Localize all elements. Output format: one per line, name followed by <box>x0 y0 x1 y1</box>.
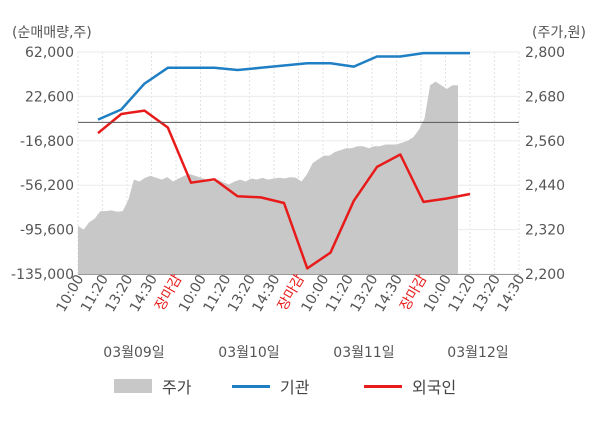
legend-swatch-institution <box>232 384 270 388</box>
left-axis-unit: (순매매량,주) <box>12 25 92 41</box>
y-tick-left: 62,000 <box>25 45 74 61</box>
y-tick-left: -56,200 <box>20 178 74 194</box>
institution-line <box>97 51 470 121</box>
y-tick-right: 2,560 <box>525 134 565 150</box>
legend-item-institution[interactable]: 기관 <box>232 374 309 398</box>
y-tick-right: 2,800 <box>525 45 565 61</box>
date-label: 03월10일 <box>218 345 279 361</box>
series-lines-layer <box>97 51 471 270</box>
y-tick-left: -16,800 <box>20 134 74 150</box>
legend: 주가 기관 외국인 <box>0 374 600 398</box>
y-tick-right: 2,200 <box>525 267 565 283</box>
legend-item-price[interactable]: 주가 <box>114 374 191 398</box>
y-tick-right: 2,680 <box>525 89 565 105</box>
foreign-line <box>97 109 471 270</box>
x-tick-labels: 10:0011:2013:2014:30장마감10:0011:2013:2014… <box>53 272 528 315</box>
y-tick-left: -135,000 <box>11 267 74 283</box>
date-labels: 03월09일 03월10일 03월11일 03월12일 <box>103 345 508 361</box>
price-area-layer <box>78 81 458 274</box>
y-tick-left: -95,600 <box>20 223 74 239</box>
price-area <box>78 81 458 274</box>
legend-label-foreign: 외국인 <box>412 378 457 397</box>
y-tick-right: 2,440 <box>525 178 565 194</box>
legend-swatch-price <box>114 379 152 393</box>
chart-canvas: 62,000 22,600 -16,800 -56,200 -95,600 -135,00… <box>11 45 565 361</box>
date-label: 03월12일 <box>447 345 508 361</box>
y-tick-right: 2,320 <box>525 223 565 239</box>
right-axis-unit: (주가,원) <box>531 25 586 41</box>
date-label: 03월11일 <box>333 345 394 361</box>
date-label: 03월09일 <box>103 345 164 361</box>
legend-item-foreign[interactable]: 외국인 <box>364 374 456 398</box>
y-tick-left: 22,600 <box>25 89 74 105</box>
legend-label-institution: 기관 <box>280 378 310 397</box>
y-tick-labels: 62,000 22,600 -16,800 -56,200 -95,600 -135,00… <box>11 45 565 283</box>
legend-swatch-foreign <box>364 384 402 388</box>
legend-label-price: 주가 <box>162 378 192 397</box>
axes <box>78 121 519 275</box>
